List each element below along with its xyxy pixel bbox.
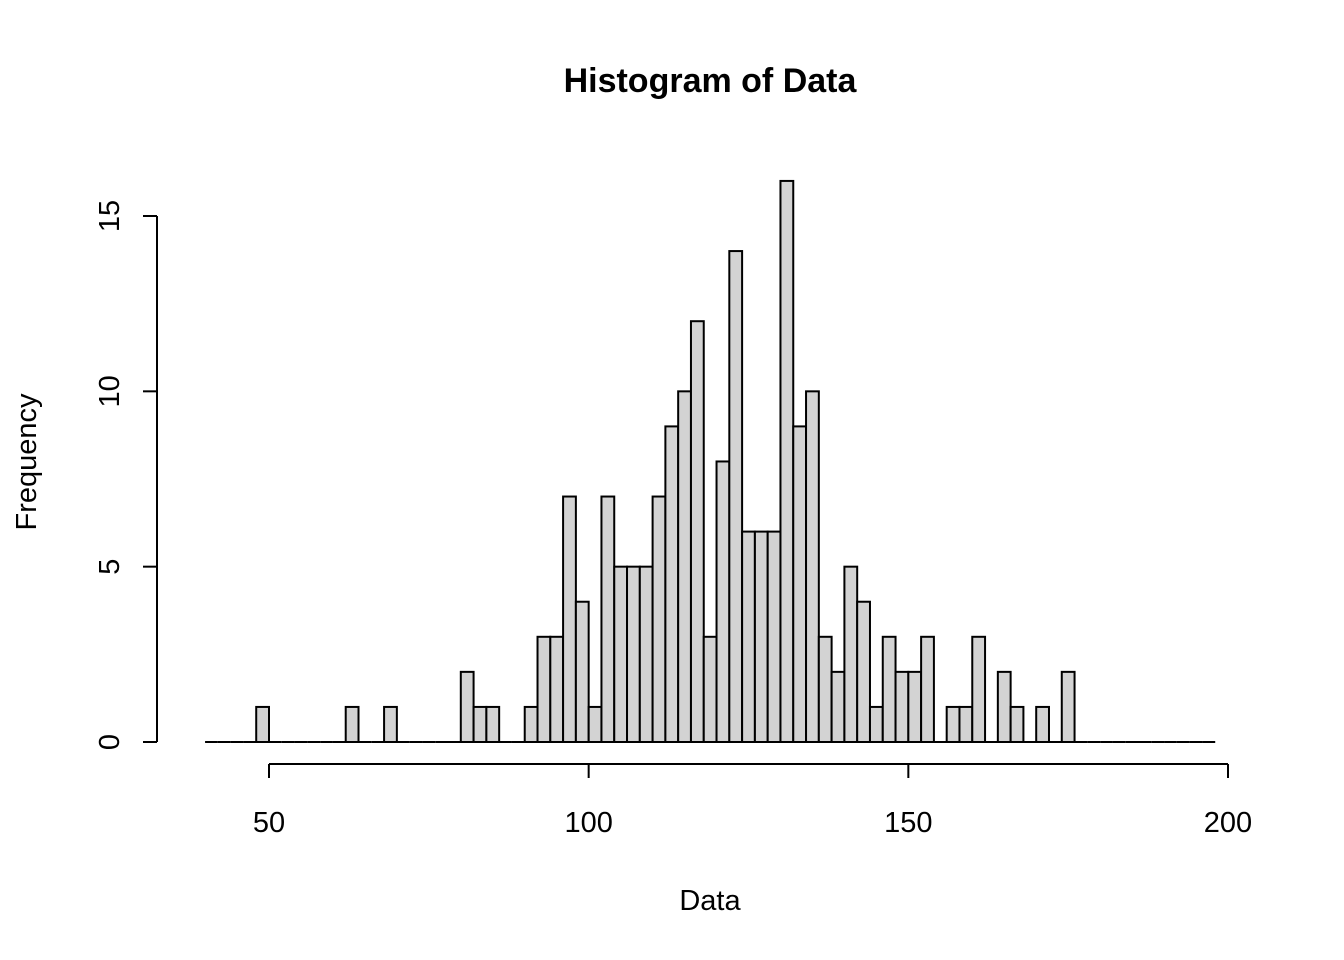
y-tick-label: 15	[94, 200, 126, 232]
y-axis: 0 5 10 15	[94, 200, 158, 750]
histogram-bar	[677, 390, 692, 743]
histogram-bar	[792, 425, 808, 743]
histogram-bar	[459, 670, 475, 743]
histogram-bars	[205, 179, 1216, 744]
histogram-bar	[881, 635, 897, 743]
histogram-bar	[894, 670, 910, 743]
histogram-bar	[574, 600, 590, 743]
x-tick-label: 200	[1204, 807, 1252, 839]
histogram-bar	[1060, 670, 1076, 743]
histogram-bar	[715, 460, 731, 743]
histogram-bar	[779, 179, 795, 743]
histogram-bar	[753, 530, 769, 743]
x-tick-label: 150	[884, 807, 932, 839]
histogram-bar	[843, 565, 859, 744]
histogram-bar	[383, 705, 398, 744]
histogram-bar	[626, 565, 641, 744]
histogram-bar	[817, 635, 833, 743]
histogram-bar	[920, 635, 935, 743]
histogram-bar	[741, 530, 756, 743]
histogram-bar	[996, 670, 1012, 743]
histogram-bar	[728, 250, 744, 743]
histogram-bar	[830, 670, 846, 743]
histogram-bar	[664, 425, 680, 743]
x-tick-label: 50	[253, 807, 285, 839]
histogram-bar	[523, 705, 539, 744]
histogram-bar	[945, 705, 961, 744]
histogram-bar	[958, 705, 974, 744]
chart-title: Histogram of Data	[564, 62, 858, 100]
histogram-bar	[651, 495, 667, 743]
histogram-bar	[472, 705, 488, 744]
y-axis-label: Frequency	[11, 393, 43, 531]
y-tick-label: 10	[94, 375, 126, 407]
histogram-bar	[562, 495, 577, 743]
histogram-bar	[638, 565, 654, 744]
histogram-bar	[702, 635, 718, 743]
histogram-bar	[971, 635, 987, 743]
histogram-bar	[255, 705, 271, 744]
histogram-bar	[766, 530, 782, 743]
histogram-bar	[1009, 705, 1025, 744]
histogram-bar	[1035, 705, 1050, 744]
histogram-bar	[600, 495, 616, 743]
histogram-bar	[549, 635, 565, 743]
histogram-bar	[868, 705, 884, 744]
histogram-bar	[805, 390, 820, 743]
x-axis-label: Data	[679, 885, 741, 917]
y-tick-label: 5	[94, 559, 126, 575]
x-axis: 50 100 150 200	[253, 763, 1252, 839]
histogram-bar	[485, 705, 501, 744]
histogram-bar	[536, 635, 552, 743]
histogram-bar	[907, 670, 923, 743]
histogram-bar	[613, 565, 629, 744]
histogram-bar	[344, 705, 360, 744]
histogram-bar	[856, 600, 871, 743]
histogram-bar	[689, 320, 705, 743]
x-tick-label: 100	[564, 807, 612, 839]
histogram-bar	[587, 705, 603, 744]
y-tick-label: 0	[94, 734, 126, 750]
